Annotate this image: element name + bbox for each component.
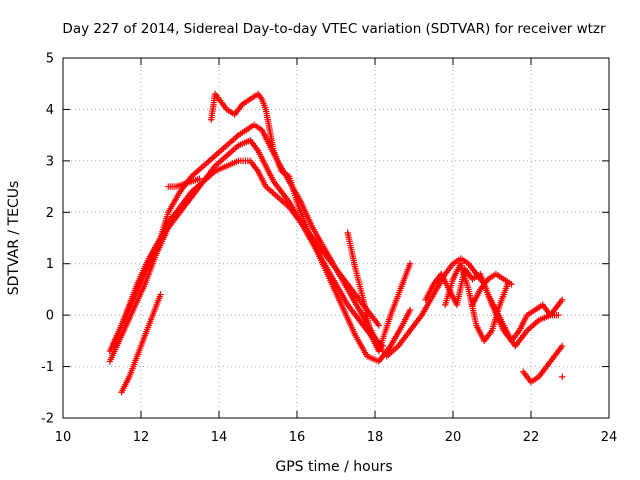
y-tick-label: -1 <box>41 360 54 375</box>
x-tick-label: 24 <box>601 430 618 445</box>
plot-frame <box>62 57 610 419</box>
axis-ticks <box>62 57 610 419</box>
data-point <box>406 306 414 314</box>
series-satellite-arc-g <box>344 229 414 355</box>
data-point <box>375 322 383 329</box>
x-tick-label: 18 <box>367 430 384 445</box>
y-tick-label: 3 <box>46 154 54 169</box>
data-point <box>555 311 562 319</box>
data-point <box>508 281 515 288</box>
y-tick-label: -2 <box>41 412 54 427</box>
series-satellite-arc-m <box>559 373 566 381</box>
y-tick-label: 5 <box>46 52 54 67</box>
y-tick-label: 1 <box>46 257 54 272</box>
chart-title: Day 227 of 2014, Sidereal Day-to-day VTE… <box>62 21 606 37</box>
data-point <box>157 291 164 298</box>
x-tick-label: 16 <box>289 430 306 445</box>
data-point <box>559 342 566 350</box>
series-satellite-arc-e <box>165 175 203 190</box>
series-satellite-arc-j <box>442 260 511 345</box>
y-tick-label: 2 <box>46 206 54 221</box>
data-point <box>406 260 414 267</box>
x-tick-label: 14 <box>211 430 228 445</box>
x-tick-label: 10 <box>55 430 72 445</box>
x-tick-label: 22 <box>523 430 540 445</box>
series-satellite-arc-d <box>118 291 164 396</box>
series-satellite-arc-f <box>208 90 414 365</box>
data-series <box>106 90 566 396</box>
y-axis-label: SDTVAR / TECUs <box>6 181 22 296</box>
grid-lines <box>63 58 609 418</box>
y-tick-label: 4 <box>46 103 54 118</box>
series-satellite-arc-i <box>422 265 562 345</box>
y-tick-label: 0 <box>46 309 54 324</box>
series-satellite-arc-k <box>469 270 515 309</box>
data-point <box>559 296 566 303</box>
series-satellite-arc-l <box>520 342 566 386</box>
data-point <box>196 175 203 183</box>
x-axis-label: GPS time / hours <box>275 459 392 475</box>
data-point <box>559 373 566 381</box>
x-tick-label: 20 <box>445 430 462 445</box>
x-tick-label: 12 <box>133 430 150 445</box>
